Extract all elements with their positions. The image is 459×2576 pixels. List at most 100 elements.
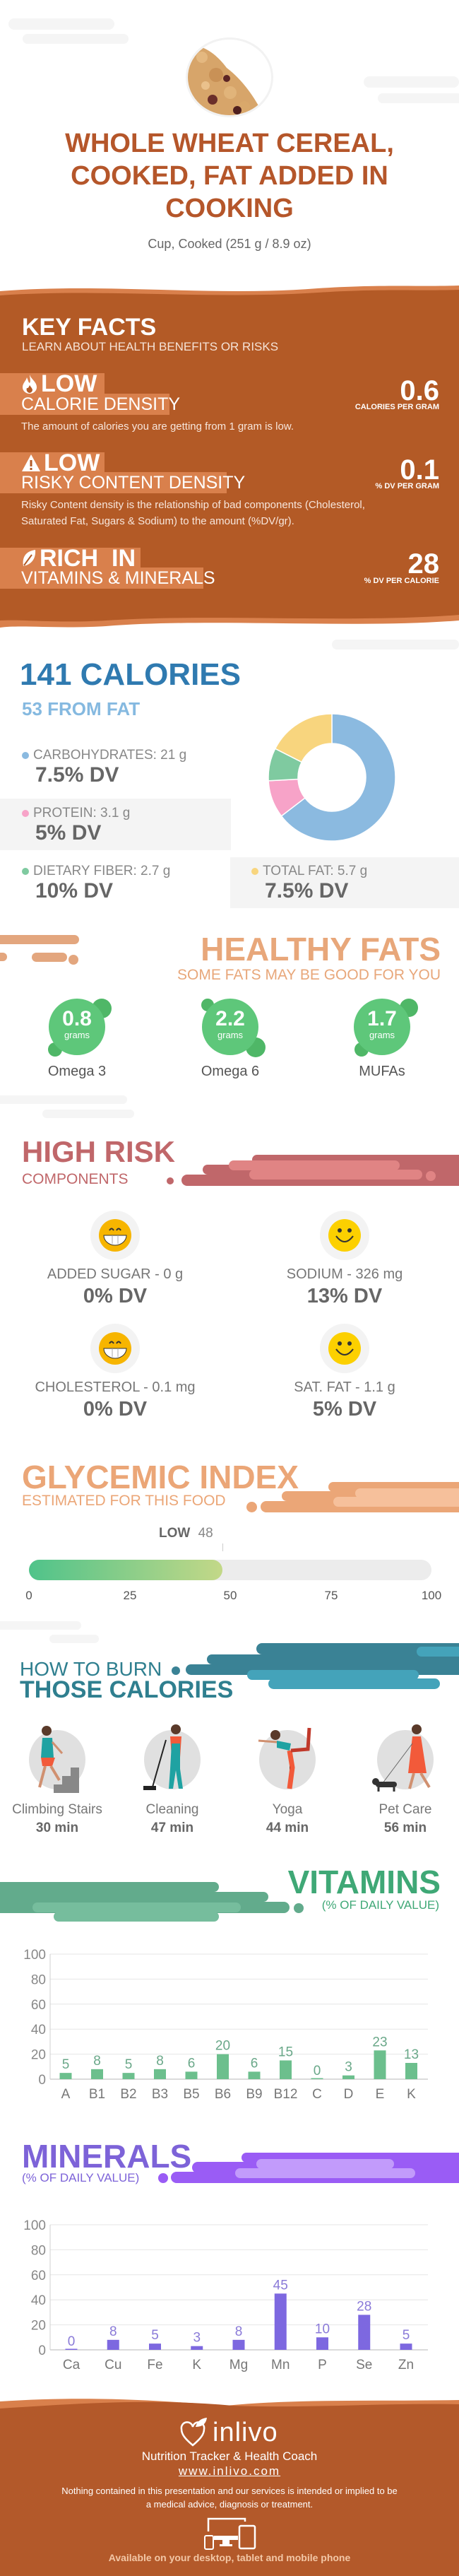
burn-title-light: HOW TO BURN xyxy=(20,1658,162,1680)
bar-value-label: 13 xyxy=(404,2047,419,2062)
y-tick-label: 80 xyxy=(31,2243,46,2258)
decoration-streak xyxy=(256,1643,459,1654)
burn-title-bold: THOSE CALORIES xyxy=(20,1676,234,1703)
decoration-streak xyxy=(0,1621,81,1630)
vitamins-bar-chart: 0 20 40 60 80 100 5 A 8 B1 5 B2 8 B3 6 B5 20 B6 6 B9 15 B12 0 C… xyxy=(23,1948,428,2102)
bar-value-label: 6 xyxy=(251,2056,258,2071)
smiling-face-icon xyxy=(320,1211,369,1260)
bar-B5 xyxy=(185,2071,198,2079)
y-tick-label: 0 xyxy=(38,2073,46,2088)
footer-availability: Available on your desktop, tablet and mo… xyxy=(108,2552,351,2563)
omega-3-badge: 0.8 grams xyxy=(49,999,105,1055)
key-facts-subtitle: LEARN ABOUT HEALTH BENEFITS OR RISKS xyxy=(22,340,279,353)
fat-legend-dot xyxy=(251,867,258,875)
activity-petcare-name: Pet Care xyxy=(378,1802,432,1817)
nutrient-fat-label: TOTAL FAT: 5.7 g xyxy=(251,864,367,879)
fact-risky-density-level: LOW xyxy=(21,451,100,475)
omega-6-value: 2.2 xyxy=(215,1007,245,1030)
bar-E xyxy=(374,2050,386,2079)
bar-value-label: 15 xyxy=(278,2045,293,2059)
added-sugar-label: ADDED SUGAR - 0 g xyxy=(47,1266,184,1282)
omega-3-unit: grams xyxy=(64,1030,90,1040)
decoration-streak xyxy=(426,1171,436,1181)
food-title-line-1: WHOLE WHEAT CEREAL, xyxy=(65,129,394,158)
cereal-photo-icon xyxy=(188,46,264,115)
x-tick-label: Cu xyxy=(105,2358,121,2372)
decoration-streak xyxy=(378,93,459,103)
decoration-streak xyxy=(68,955,78,965)
decoration-streak xyxy=(49,1635,99,1643)
bar-Se xyxy=(358,2315,371,2350)
sodium-icon-wrap xyxy=(320,1211,369,1264)
vitamins-title: VITAMINS xyxy=(287,1864,441,1900)
decoration-streak xyxy=(246,1502,257,1512)
omega-6-label: Omega 6 xyxy=(201,1064,260,1079)
x-tick-label: Fe xyxy=(147,2358,162,2372)
footer-url-link[interactable]: www.inlivo.com xyxy=(178,2464,281,2478)
glycemic-tick: 50 xyxy=(223,1589,237,1602)
bar-value-label: 5 xyxy=(151,2328,159,2343)
sat-fat-icon-wrap xyxy=(320,1324,369,1377)
decoration-streak xyxy=(417,1647,459,1657)
x-tick-label: A xyxy=(61,2087,71,2102)
x-tick-label: B12 xyxy=(274,2087,298,2102)
protein-legend-dot xyxy=(22,809,29,817)
bar-value-label: 23 xyxy=(372,2035,387,2049)
key-facts-title: KEY FACTS xyxy=(22,314,157,341)
fiber-legend-dot xyxy=(22,867,29,875)
bar-Mg xyxy=(232,2339,245,2350)
nutrient-carbohydrates-label: CARBOHYDRATES: 21 g xyxy=(22,748,186,763)
activity-cleaning-time: 47 min xyxy=(150,1821,194,1835)
footer-disclaimer: Nothing contained in this presentation a… xyxy=(61,2486,398,2510)
bar-K xyxy=(191,2346,203,2350)
footer-background xyxy=(0,2399,459,2576)
y-tick-label: 60 xyxy=(31,2269,46,2283)
activity-yoga-figure xyxy=(256,1722,319,1800)
bar-Cu xyxy=(107,2339,119,2350)
bar-value-label: 3 xyxy=(345,2060,352,2075)
mufas-label: MUFAs xyxy=(359,1064,405,1079)
x-tick-label: K xyxy=(192,2358,201,2372)
cleaning-icon xyxy=(143,1724,201,1790)
decoration-streak xyxy=(158,2173,168,2183)
bar-B9 xyxy=(248,2071,261,2079)
flame-icon xyxy=(23,375,37,394)
bar-value-label: 0 xyxy=(68,2334,76,2349)
x-tick-label: E xyxy=(376,2087,385,2102)
bar-C xyxy=(311,2078,323,2079)
decoration-streak xyxy=(167,1177,174,1184)
y-tick-label: 40 xyxy=(31,2293,46,2308)
grinning-face-icon xyxy=(90,1324,140,1373)
decoration-streak xyxy=(8,18,114,30)
activity-cleaning-name: Cleaning xyxy=(145,1802,199,1817)
bar-value-label: 10 xyxy=(315,2322,330,2336)
activity-yoga-name: Yoga xyxy=(272,1802,303,1817)
fact-calorie-density-level: LOW xyxy=(21,372,97,396)
x-tick-label: B6 xyxy=(215,2087,231,2102)
fact-label-box xyxy=(0,567,203,589)
x-tick-label: K xyxy=(407,2087,416,2102)
y-tick-label: 100 xyxy=(23,1948,46,1963)
fact-risky-density-value: 0.1 xyxy=(400,454,439,486)
nutrient-carbohydrates-dv: 7.5% DV xyxy=(35,763,119,787)
decoration-streak xyxy=(32,1902,241,1912)
activity-petcare-figure xyxy=(370,1722,441,1800)
decoration-streak xyxy=(229,1160,400,1170)
glycemic-bar-track xyxy=(29,1560,431,1580)
sodium-dv: 13% DV xyxy=(306,1285,383,1307)
fact-risky-density-label: RISKY CONTENT DENSITY xyxy=(21,473,246,493)
mufas-unit: grams xyxy=(369,1030,395,1040)
bar-value-label: 5 xyxy=(403,2328,410,2343)
decoration-streak xyxy=(0,935,79,944)
decoration-streak xyxy=(235,2168,415,2178)
bar-value-label: 8 xyxy=(93,2054,101,2069)
activity-yoga-time: 44 min xyxy=(266,1821,309,1835)
decoration-streak xyxy=(249,1170,422,1180)
glycemic-tick: 100 xyxy=(421,1589,442,1602)
bar-value-label: 8 xyxy=(109,2324,117,2339)
x-tick-label: Mn xyxy=(271,2358,290,2372)
food-title-line-2: COOKED, FAT ADDED IN xyxy=(71,161,388,191)
decoration-streak xyxy=(268,1678,440,1689)
fact-label-box xyxy=(0,394,169,415)
inlivo-logo: inlivo xyxy=(180,2417,278,2448)
